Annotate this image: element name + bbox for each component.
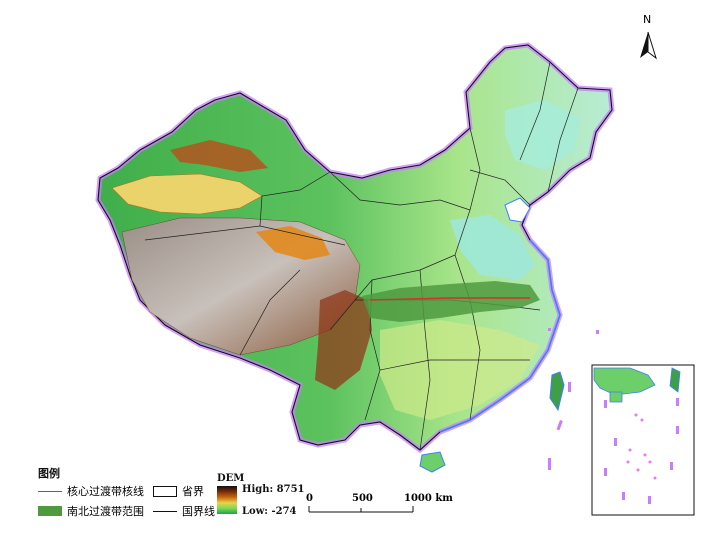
legend-item-transition-zone: 南北过渡带范围	[38, 503, 144, 519]
hainan-island	[419, 451, 446, 473]
province-border-swatch	[153, 485, 177, 497]
transition-zone-swatch	[38, 506, 62, 516]
north-label: N	[643, 13, 652, 26]
south-china-sea-inset	[591, 364, 695, 516]
dem-high-label: High: 8751	[242, 484, 305, 495]
dem-title: DEM	[217, 473, 245, 484]
scale-tick-500: 500	[352, 493, 373, 504]
core-line-swatch	[38, 490, 62, 492]
scale-tick-1000: 1000 km	[404, 493, 453, 504]
scale-tick-0: 0	[306, 493, 313, 504]
legend-item-core-line: 核心过渡带核线	[38, 483, 144, 499]
legend-title: 图例	[38, 467, 60, 480]
core-transition-line	[369, 297, 530, 301]
taiwan-island	[549, 371, 565, 412]
national-border-label: 国界线	[182, 505, 215, 518]
bohai-sea	[504, 197, 531, 223]
legend-item-province-border: 省界	[153, 483, 204, 499]
tarim-basin	[111, 173, 263, 215]
national-border-swatch	[153, 510, 177, 512]
islands-east	[548, 328, 599, 470]
coastline	[439, 239, 561, 433]
southeast-hills	[380, 320, 540, 420]
dem-color-ramp	[217, 486, 237, 514]
north-china-plain	[450, 215, 535, 280]
qaidam-basin	[256, 226, 330, 260]
scale-bar	[308, 506, 414, 513]
dem-low-label: Low: -274	[242, 506, 297, 517]
north-arrow-icon	[640, 31, 657, 60]
transition-zone-band	[362, 281, 540, 322]
tianshan-range	[170, 140, 268, 172]
province-border-label: 省界	[182, 485, 204, 498]
core-line-label: 核心过渡带核线	[67, 485, 144, 498]
transition-zone-label: 南北过渡带范围	[67, 505, 144, 518]
northeast-plain	[505, 100, 580, 170]
legend-item-national-border: 国界线	[153, 503, 215, 519]
hengduan-mountains	[315, 290, 372, 390]
